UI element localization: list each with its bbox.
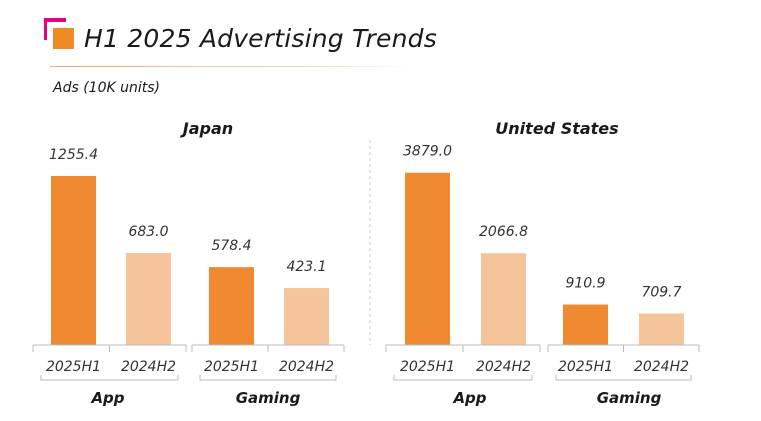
- data-label-japan-gaming-2024h2: 423.1: [286, 259, 326, 275]
- unit-label: Ads (10K units): [53, 80, 160, 96]
- bar-united-states-gaming-2024h2: [639, 313, 684, 345]
- data-label-united-states-gaming-2024h2: 709.7: [641, 284, 681, 300]
- data-label-united-states-app-2024h2: 2066.8: [479, 224, 528, 240]
- data-label-united-states-app-2025h1: 3879.0: [403, 144, 452, 160]
- page-title: H1 2025 Advertising Trends: [84, 24, 437, 53]
- tick-label-japan-app-2025h1: 2025H1: [46, 359, 101, 375]
- group-bracket-united-states-gaming: [555, 375, 692, 381]
- bar-united-states-app-2025h1: [405, 172, 450, 345]
- tick-label-united-states-app-2024h2: 2024H2: [476, 359, 531, 375]
- group-bracket-japan-gaming: [199, 375, 337, 381]
- tick-label-united-states-app-2025h1: 2025H1: [400, 359, 455, 375]
- tick-label-united-states-gaming-2024h2: 2024H2: [634, 359, 689, 375]
- bar-united-states-app-2024h2: [481, 253, 526, 345]
- bar-japan-app-2024h2: [126, 253, 171, 345]
- tick-label-japan-gaming-2025h1: 2025H1: [204, 359, 259, 375]
- data-label-japan-app-2024h2: 683.0: [128, 224, 168, 240]
- title-underline: [50, 66, 410, 67]
- group-label-united-states-app: App: [452, 389, 486, 407]
- data-label-japan-gaming-2025h1: 578.4: [211, 238, 251, 254]
- panel-title-united-states: United States: [495, 119, 618, 138]
- group-bracket-japan-app: [40, 375, 179, 381]
- group-label-united-states-gaming: Gaming: [597, 389, 662, 407]
- group-label-japan-app: App: [90, 389, 124, 407]
- bar-japan-gaming-2025h1: [209, 267, 254, 345]
- data-label-japan-app-2025h1: 1255.4: [49, 147, 98, 163]
- data-label-united-states-gaming-2025h1: 910.9: [565, 276, 605, 292]
- tick-label-japan-gaming-2024h2: 2024H2: [279, 359, 334, 375]
- tick-label-united-states-gaming-2025h1: 2025H1: [558, 359, 613, 375]
- bar-japan-app-2025h1: [51, 176, 96, 345]
- panel-title-japan: Japan: [180, 119, 233, 138]
- tick-label-japan-app-2024h2: 2024H2: [121, 359, 176, 375]
- bar-japan-gaming-2024h2: [284, 288, 329, 345]
- bar-united-states-gaming-2025h1: [563, 304, 608, 345]
- logo-orange-square: [53, 28, 74, 49]
- group-bracket-united-states-app: [393, 375, 533, 381]
- group-label-japan-gaming: Gaming: [236, 389, 301, 407]
- brand-logo: [0, 0, 80, 60]
